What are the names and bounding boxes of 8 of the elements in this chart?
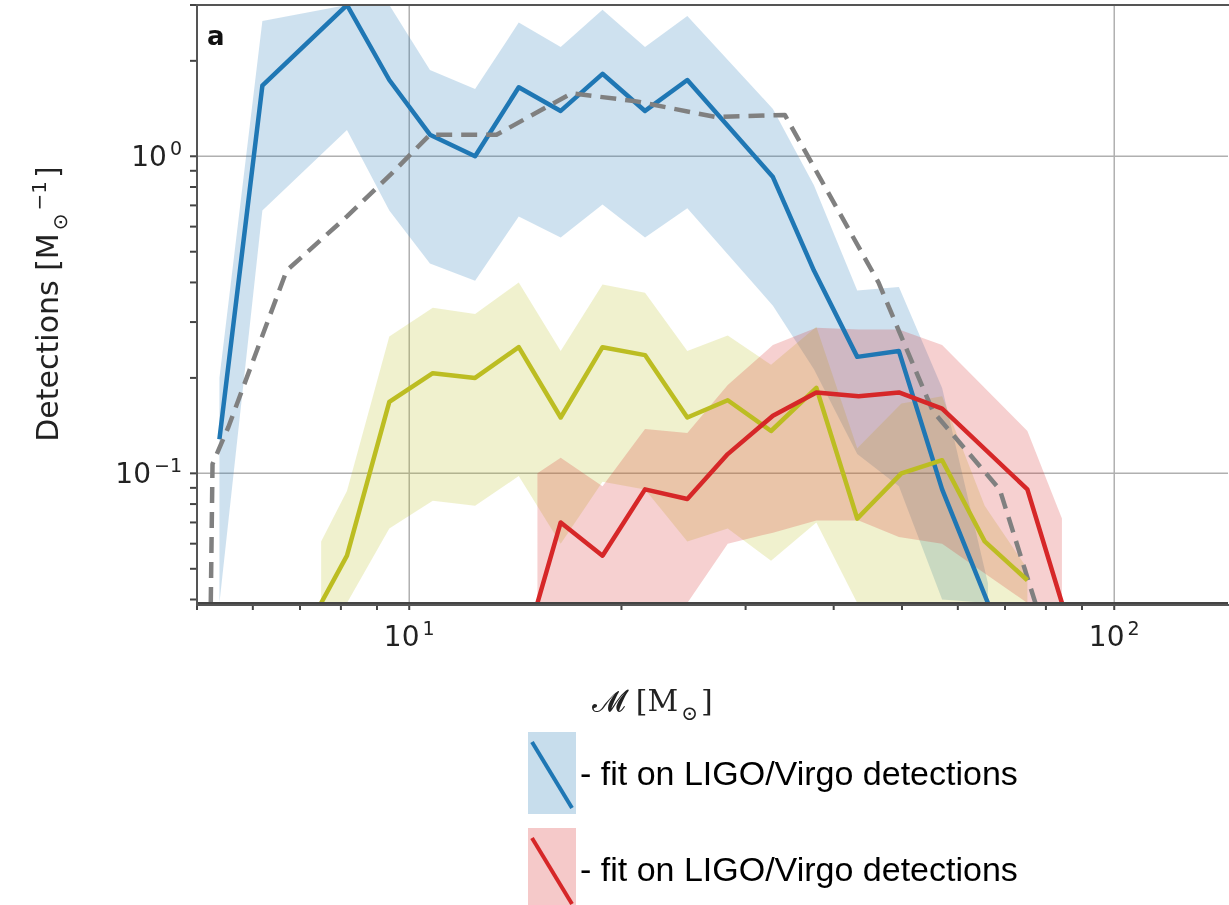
x-tick-label: 10$^{2}$ <box>1088 616 1140 653</box>
y-tick-label: 10$^{−1}$ <box>115 453 182 491</box>
legend-label: - fit on LIGO/Virgo detections <box>580 849 1018 889</box>
y-tick-label: 10$^{0}$ <box>131 136 182 174</box>
x-axis-title: 𝓜 [M$_{⊙}$] <box>592 683 713 725</box>
x-tick-label: 10$^{1}$ <box>383 616 435 653</box>
annotation: a <box>207 21 225 51</box>
legend-label: - fit on LIGO/Virgo detections <box>580 753 1018 793</box>
